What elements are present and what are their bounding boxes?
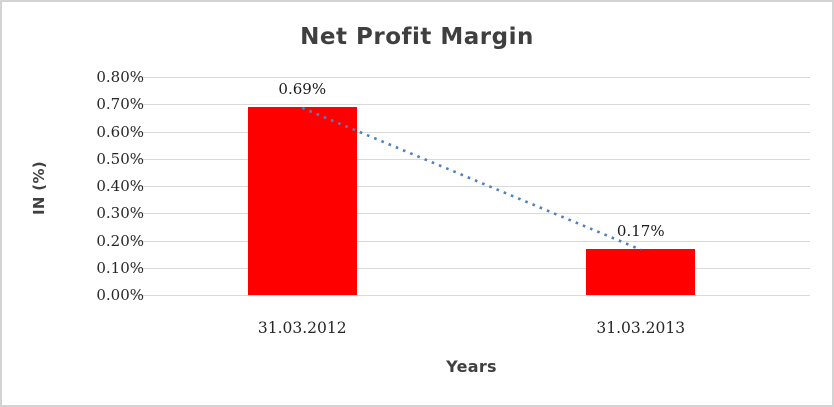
- trendline: [301, 106, 642, 251]
- gridline: [133, 267, 810, 269]
- bar-data-label: 0.17%: [616, 221, 665, 240]
- y-tick-label: 0.20%: [96, 231, 144, 250]
- y-tick-label: 0.60%: [96, 122, 144, 141]
- x-axis-title: Years: [446, 357, 497, 376]
- gridline: [133, 77, 810, 78]
- y-tick-label: 0.30%: [96, 204, 144, 223]
- y-tick-label: 0.50%: [96, 149, 144, 168]
- y-tick-label: 0.10%: [96, 258, 144, 277]
- x-category-label: 31.03.2013: [596, 319, 686, 337]
- gridline: [133, 158, 810, 160]
- gridline: [133, 295, 810, 296]
- gridline: [133, 131, 810, 133]
- gridline: [133, 186, 810, 187]
- x-category-label: 31.03.2012: [257, 319, 347, 337]
- y-tick-label: 0.40%: [96, 177, 144, 195]
- y-tick-label: 0.70%: [96, 95, 144, 114]
- gridline: [133, 213, 810, 215]
- y-tick-label: 0.00%: [96, 286, 144, 304]
- bar-31.03.2013[interactable]: [586, 248, 696, 295]
- y-tick-label: 0.80%: [96, 68, 144, 86]
- gridline: [133, 104, 810, 106]
- bar-31.03.2012[interactable]: [247, 106, 357, 295]
- plot-area: 0.69% 0.17%: [133, 77, 810, 296]
- gridline: [133, 240, 810, 242]
- y-axis-title: IN (%): [30, 161, 48, 215]
- chart-title: Net Profit Margin: [300, 24, 534, 50]
- bar-data-label: 0.69%: [278, 79, 327, 98]
